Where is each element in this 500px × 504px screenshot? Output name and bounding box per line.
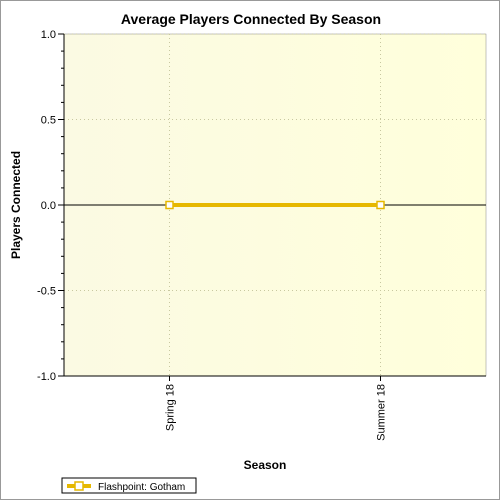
legend-box bbox=[61, 477, 197, 494]
legend-label: Flashpoint: Gotham bbox=[98, 482, 185, 493]
x-tick-label: Spring 18 bbox=[165, 384, 177, 431]
y-tick-label: 0.0 bbox=[41, 200, 56, 212]
y-axis: 1.0 0.5 0.0 -0.5 -1.0 bbox=[37, 29, 65, 383]
legend-marker-swatch bbox=[74, 481, 84, 491]
y-tick-label: 0.5 bbox=[41, 115, 56, 127]
y-tick-label: 1.0 bbox=[41, 29, 56, 41]
x-axis-label: Season bbox=[244, 458, 287, 472]
data-point bbox=[376, 200, 385, 210]
data-point bbox=[165, 200, 174, 210]
y-axis-label: Players Connected bbox=[9, 151, 23, 259]
x-axis: Spring 18 Summer 18 bbox=[64, 375, 486, 441]
y-tick-label: -1.0 bbox=[37, 371, 56, 383]
legend: Flashpoint: Gotham bbox=[61, 477, 197, 494]
chart-title: Average Players Connected By Season bbox=[121, 11, 381, 27]
x-tick-label: Summer 18 bbox=[376, 384, 388, 441]
y-tick-label: -0.5 bbox=[37, 286, 56, 298]
series-group bbox=[165, 200, 385, 210]
